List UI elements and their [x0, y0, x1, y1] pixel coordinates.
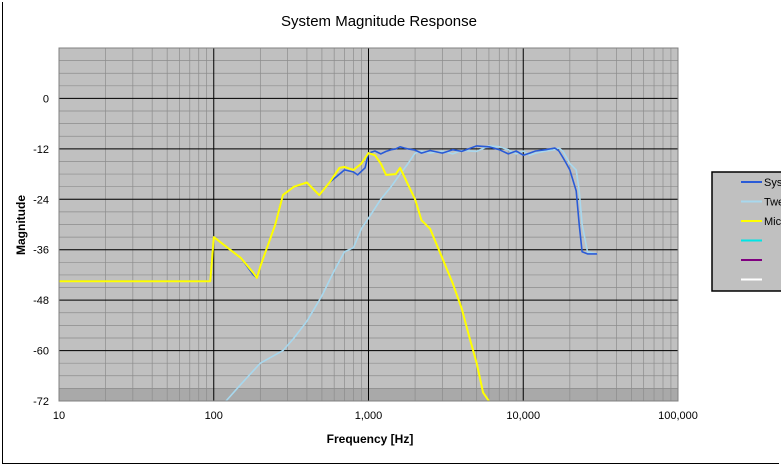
x-tick-label: 100,000: [658, 410, 698, 422]
legend: Sys Twe Mic: [711, 171, 781, 292]
y-tick-labels: 0 -12 -24 -36 -48 -60 -72: [33, 93, 49, 408]
legend-box: [711, 171, 781, 292]
legend-label: Sys: [764, 177, 781, 189]
y-tick-label: -24: [33, 194, 49, 206]
y-tick-label: -36: [33, 245, 49, 257]
x-tick-labels: 10 100 1,000 10,000 100,000: [53, 410, 698, 422]
legend-label: Twe: [764, 197, 781, 209]
x-axis-title: Frequency [Hz]: [327, 432, 414, 446]
x-tick-label: 10,000: [506, 410, 540, 422]
y-tick-label: -48: [33, 295, 49, 307]
y-tick-label: -72: [33, 396, 49, 408]
y-tick-label: -12: [33, 144, 49, 156]
series-line-twe: [225, 145, 598, 402]
x-tick-label: 10: [53, 410, 65, 422]
legend-label: Mic: [764, 216, 781, 228]
plot-border: [58, 47, 679, 402]
series-line-mic: [59, 152, 490, 402]
y-tick-label: 0: [43, 93, 49, 105]
x-tick-label: 1,000: [355, 410, 383, 422]
x-tick-label: 100: [205, 410, 223, 422]
y-tick-label: -60: [33, 346, 49, 358]
y-axis-title: Magnitude: [14, 195, 28, 255]
series-group: [59, 145, 598, 402]
chart-title: System Magnitude Response: [281, 13, 477, 30]
